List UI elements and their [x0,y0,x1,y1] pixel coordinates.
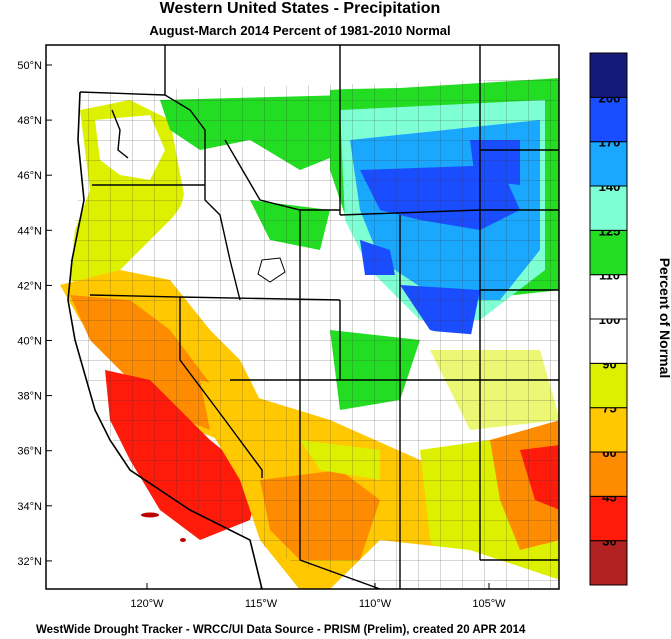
latitude-tick-label: 48°N [17,115,42,127]
latitude-tick-label: 42°N [17,280,42,292]
colorbar-swatch [589,229,628,276]
longitude-tick-label: 120°W [130,598,164,610]
colorbar-swatch [589,451,628,497]
colorbar-swatch [589,274,628,320]
colorbar-swatch [589,185,628,231]
longitude-tick-label: 115°W [245,598,278,610]
colorbar: 3045607590100110125140170200 [589,52,628,586]
colorbar-swatch [589,52,628,98]
colorbar-swatch [589,318,628,364]
map-panel [46,45,559,589]
latitude-tick-label: 32°N [17,556,42,568]
colorbar-title: Percent of Normal [657,258,671,379]
map-footer: WestWide Drought Tracker - WRCC/UI Data … [36,624,526,636]
map-subtitle: August-March 2014 Percent of 1981-2010 N… [149,23,451,38]
latitude-axis: 50°N 48°N 46°N 44°N 42°N 40°N 38°N 36°N 34°N 32°N [17,60,52,568]
colorbar-swatch [589,407,628,453]
longitude-axis: 120°W 115°W 110°W 105°W [130,583,506,610]
latitude-tick-label: 44°N [17,225,42,237]
colorbar-swatch [589,96,628,143]
latitude-tick-label: 38°N [17,391,42,403]
latitude-tick-label: 46°N [17,170,42,182]
colorbar-swatch [589,495,628,542]
colorbar-swatch [589,141,628,187]
latitude-tick-label: 34°N [17,501,42,513]
colorbar-swatch [589,540,628,586]
longitude-tick-label: 105°W [472,598,506,610]
latitude-tick-label: 36°N [17,446,42,458]
latitude-tick-label: 50°N [17,60,42,72]
map-title: Western United States - Precipitation [159,0,441,17]
latitude-tick-label: 40°N [17,336,42,348]
state-boundaries [79,45,559,589]
longitude-tick-label: 110°W [359,598,392,610]
